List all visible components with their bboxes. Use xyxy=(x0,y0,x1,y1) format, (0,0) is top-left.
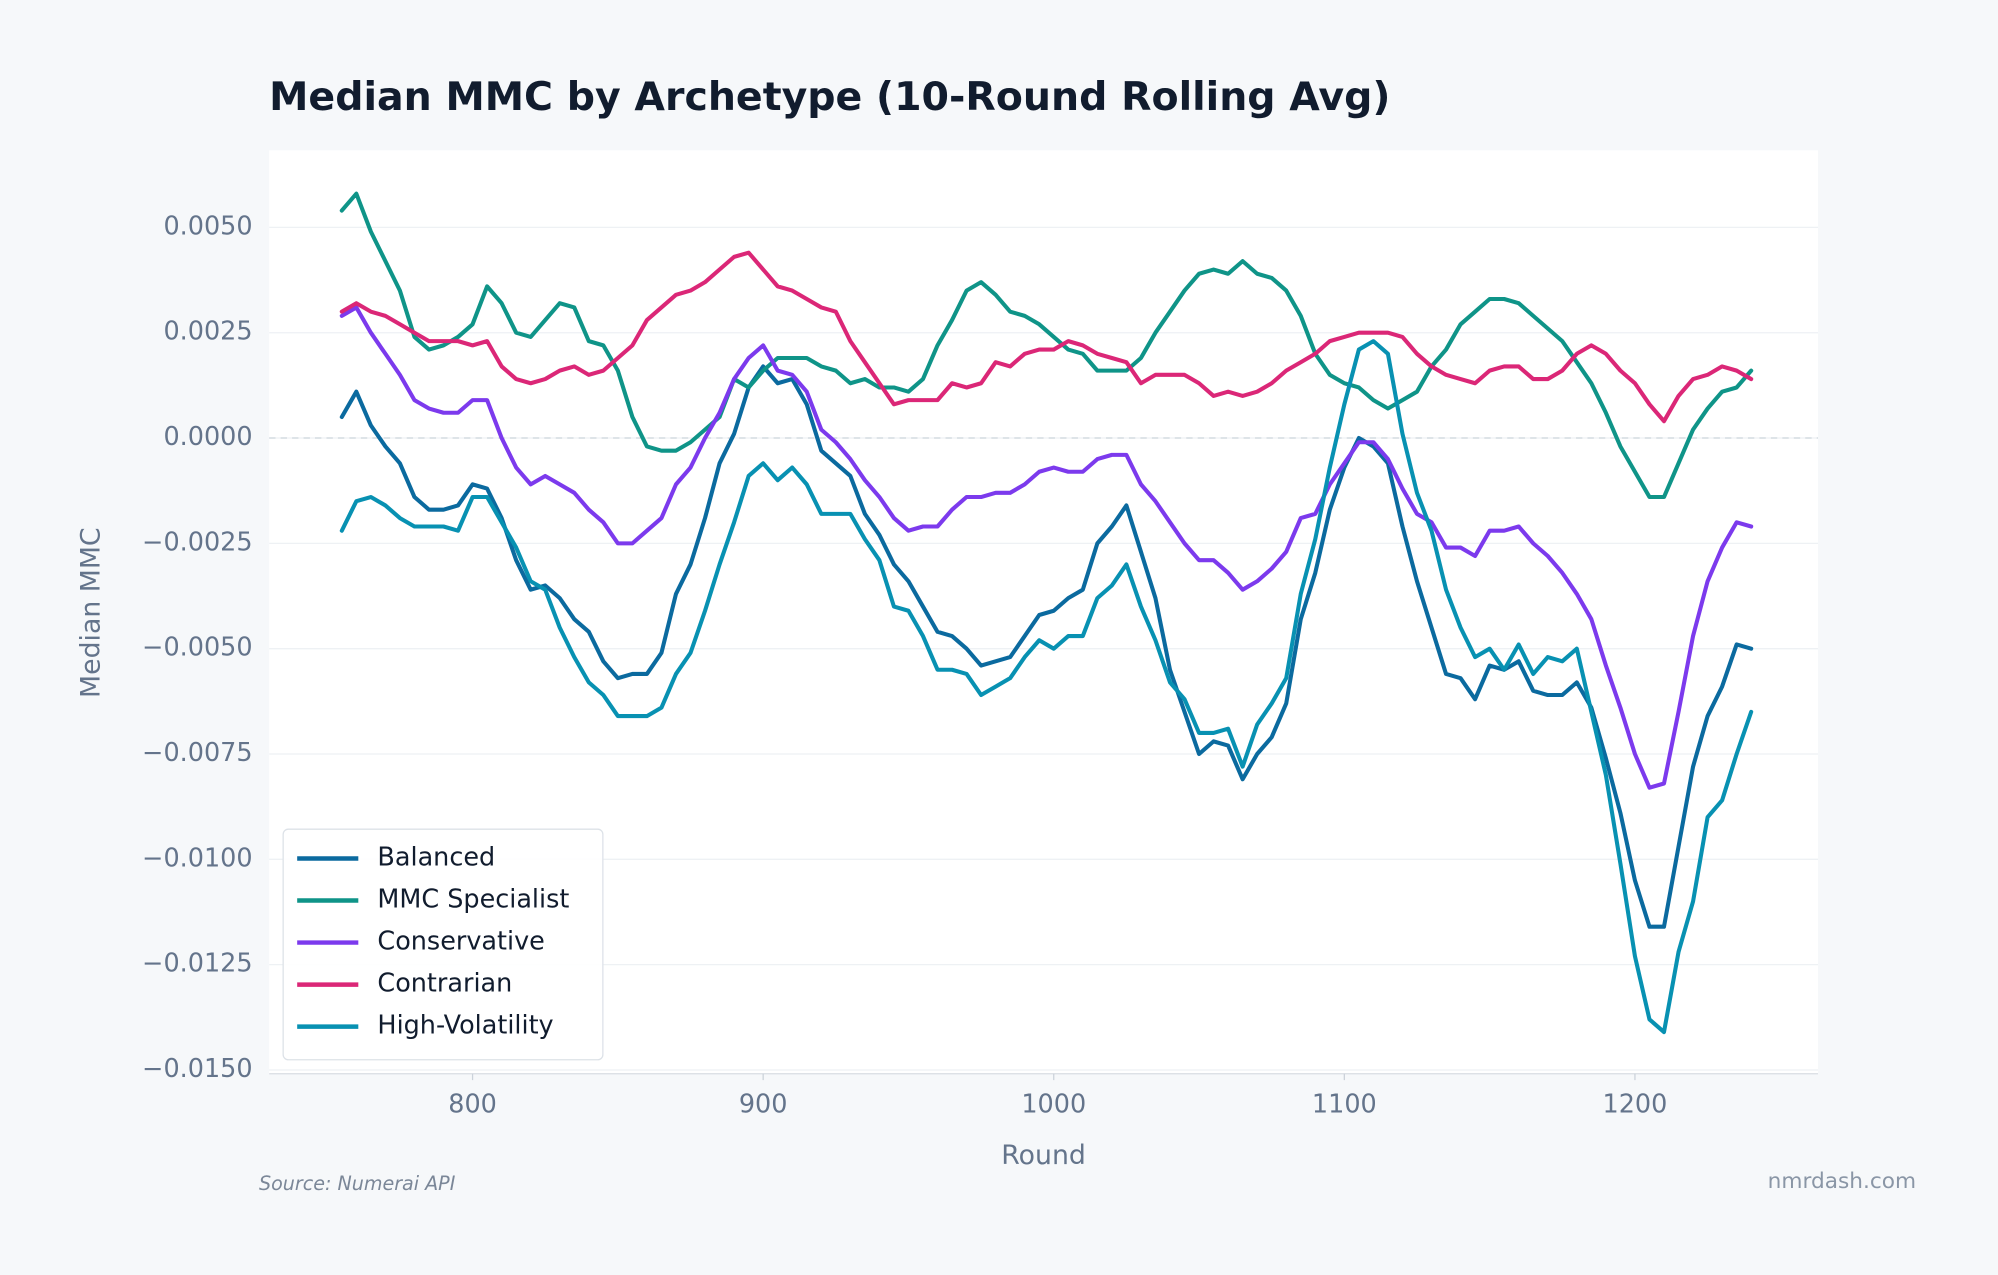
y-tick-label: −0.0075 xyxy=(142,738,252,768)
legend-box xyxy=(282,828,604,1061)
x-tick-label: 800 xyxy=(448,1090,497,1120)
x-tick-label: 900 xyxy=(739,1090,788,1120)
series-line xyxy=(339,250,1754,424)
y-tick-label: −0.0100 xyxy=(142,843,252,873)
y-tick-label: 0.0050 xyxy=(163,211,252,241)
chart-title: Median MMC by Archetype (10-Round Rollin… xyxy=(269,74,1390,120)
grid xyxy=(269,226,1819,1071)
series-line xyxy=(339,339,1754,1035)
watermark: nmrdash.com xyxy=(1768,1169,1916,1194)
legend-label: Conservative xyxy=(377,927,544,957)
legend-label: High-Volatility xyxy=(377,1011,553,1041)
legend-label: MMC Specialist xyxy=(377,885,569,915)
source-note: Source: Numerai API xyxy=(259,1172,456,1195)
series-line xyxy=(339,191,1754,500)
legend-label: Contrarian xyxy=(377,969,512,999)
lines xyxy=(339,191,1754,1035)
y-axis-label: Median MMC xyxy=(76,527,107,698)
series-line xyxy=(339,364,1754,929)
y-tick-label: −0.0025 xyxy=(142,527,252,557)
x-axis-label: Round xyxy=(1001,1140,1086,1171)
y-tick-label: 0.0000 xyxy=(163,422,252,452)
x-tick-label: 1100 xyxy=(1312,1090,1377,1120)
x-tick-label: 1200 xyxy=(1603,1090,1668,1120)
legend-label: Balanced xyxy=(377,842,495,872)
y-tick-label: −0.0125 xyxy=(142,949,252,979)
x-tick-label: 1000 xyxy=(1021,1090,1086,1120)
y-tick-label: −0.0150 xyxy=(142,1054,252,1084)
legend: Balanced MMC Specialist Conservative Contra… xyxy=(282,828,604,1061)
y-tick-label: −0.0050 xyxy=(142,633,252,663)
series-line xyxy=(339,305,1754,790)
y-tick-label: 0.0025 xyxy=(163,317,252,347)
